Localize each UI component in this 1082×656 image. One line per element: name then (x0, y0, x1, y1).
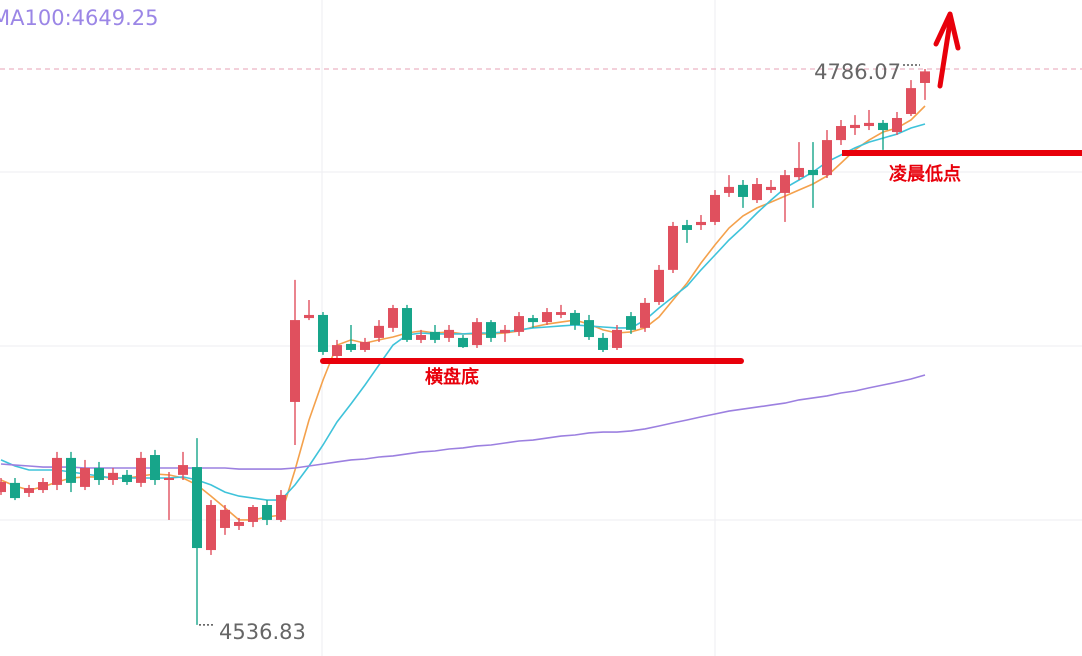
candle-body (850, 124, 860, 129)
candle-body (38, 482, 48, 491)
candle-body (444, 329, 454, 338)
candle-body (248, 507, 258, 522)
annotations: 横盘底 凌晨低点 (320, 11, 1082, 388)
candle-body (836, 126, 846, 141)
candle-body (234, 521, 244, 526)
candle-body (374, 325, 384, 338)
candle-body (24, 488, 34, 493)
candle-body (472, 322, 482, 346)
candle-body (262, 504, 272, 520)
candle-body (906, 88, 916, 114)
candle-body (150, 455, 160, 481)
candle-body (10, 482, 20, 499)
low-price-label: 4536.83 (219, 620, 306, 644)
candle-body (122, 474, 132, 483)
candle-body (304, 314, 314, 319)
plot: 4786.07 4536.83 (0, 60, 1082, 644)
candle-body (892, 117, 902, 133)
candle-body (612, 329, 622, 348)
range-bottom-label: 横盘底 (425, 366, 479, 388)
candle-body (724, 186, 734, 193)
candle-body (458, 337, 468, 348)
night-low-label: 凌晨低点 (889, 163, 961, 185)
candle-body (878, 122, 888, 131)
candle-body (710, 194, 720, 222)
candle-body (430, 331, 440, 340)
candle-body (80, 467, 90, 487)
candle-body (388, 308, 398, 328)
candle-body (416, 335, 426, 340)
candle-body (206, 504, 216, 551)
candle-body (360, 341, 370, 350)
candle-body (346, 343, 356, 350)
candle-body (542, 312, 552, 323)
up-arrow-shaft (937, 19, 953, 89)
candle-body (570, 312, 580, 325)
candle-body (752, 184, 762, 201)
candle-body (626, 316, 636, 330)
candle-body (178, 465, 188, 475)
candle-body (402, 308, 412, 340)
candle-body (52, 457, 62, 485)
candle-body (766, 186, 776, 191)
candle-body (66, 457, 76, 483)
ma-line (0, 374, 926, 470)
candle-body (696, 221, 706, 226)
candle-body (780, 175, 790, 193)
candle-body (640, 302, 650, 328)
candle-body (0, 482, 6, 493)
candle-body (794, 167, 804, 178)
candle-body (94, 467, 104, 481)
ma-line (0, 105, 926, 521)
candle-body (318, 314, 328, 352)
candle-body (486, 322, 496, 338)
up-arrow-head (933, 11, 961, 51)
candle-body (332, 345, 342, 356)
candle-body (276, 494, 286, 520)
candle-body (822, 140, 832, 176)
candle-body (598, 337, 608, 350)
candle-body (584, 320, 594, 338)
candle-body (668, 225, 678, 270)
candle-body (920, 71, 930, 83)
candle-body (654, 269, 664, 303)
candle-body (528, 318, 538, 323)
candle-body (192, 467, 202, 549)
candle-body (164, 478, 174, 481)
candle-body (808, 169, 818, 176)
candle-body (682, 225, 692, 230)
candle-body (136, 457, 146, 483)
candle-body (500, 329, 510, 334)
candle-body (738, 184, 748, 197)
high-price-label: 4786.07 (814, 60, 901, 84)
candle-body (864, 122, 874, 127)
candle-body (290, 320, 300, 402)
candle-body (514, 316, 524, 332)
candle-body (108, 472, 118, 481)
candle-body (220, 509, 230, 528)
candle-body (556, 312, 566, 315)
ma-label: MA100:4649.25 (0, 6, 158, 30)
